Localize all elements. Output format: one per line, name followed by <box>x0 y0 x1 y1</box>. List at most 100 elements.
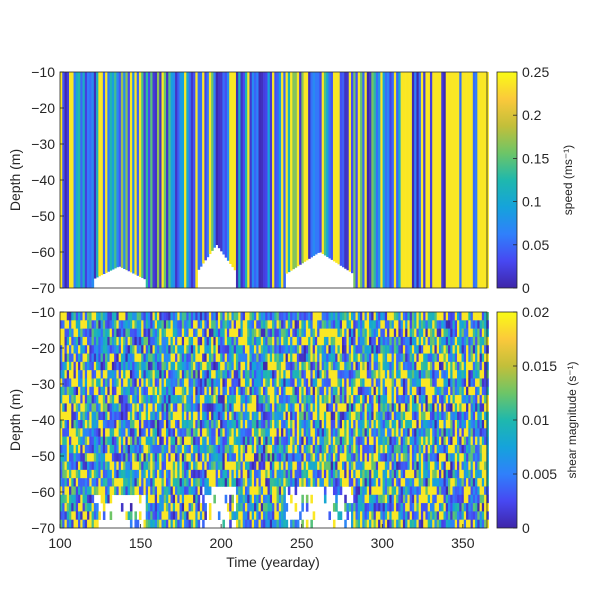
heatmap-cell <box>484 378 487 388</box>
heatmap-cell <box>283 345 286 354</box>
heatmap-cell <box>265 403 268 412</box>
heatmap-cell <box>190 478 194 487</box>
heatmap-cell <box>371 336 374 346</box>
heatmap-cell <box>226 461 230 471</box>
heatmap-cell <box>441 503 444 512</box>
heatmap-cell <box>443 361 447 371</box>
heatmap-cell <box>231 320 235 329</box>
heatmap-cell <box>64 345 68 354</box>
heatmap-cell <box>184 353 187 363</box>
heatmap-cell <box>384 469 388 479</box>
heatmap-cell <box>166 345 169 354</box>
heatmap-cell <box>321 336 325 346</box>
heatmap-cell <box>186 386 189 396</box>
heatmap-cell <box>172 312 176 321</box>
heatmap-cell <box>375 519 379 529</box>
heatmap-cell <box>443 461 447 471</box>
heatmap-cell <box>362 494 365 504</box>
heatmap-cell <box>335 378 338 388</box>
heatmap-cell <box>114 436 117 446</box>
heatmap-cell <box>477 72 480 289</box>
heatmap-cell <box>452 420 456 429</box>
heatmap-cell <box>80 486 83 496</box>
heatmap-cell <box>353 503 356 512</box>
heatmap-cell <box>328 444 332 454</box>
heatmap-cell <box>479 353 483 363</box>
heatmap-cell <box>475 503 478 512</box>
heatmap-cell <box>265 469 268 479</box>
heatmap-cell <box>434 436 438 446</box>
heatmap-cell <box>66 320 70 329</box>
heatmap-cell <box>326 420 329 429</box>
heatmap-cell <box>398 494 401 504</box>
heatmap-cell <box>335 436 338 446</box>
heatmap-cell <box>161 320 165 329</box>
heatmap-cell <box>123 461 126 471</box>
heatmap-cell <box>448 312 451 321</box>
heatmap-cell <box>258 403 262 412</box>
heatmap-cell <box>229 328 232 338</box>
heatmap-cell <box>391 478 395 487</box>
heatmap-cell <box>263 353 266 363</box>
heatmap-cell <box>111 469 115 479</box>
heatmap-cell <box>290 345 293 354</box>
heatmap-cell <box>186 511 189 520</box>
heatmap-cell <box>364 403 368 412</box>
heatmap-cell <box>310 428 313 437</box>
heatmap-cell <box>91 386 95 396</box>
heatmap-cell <box>217 336 221 346</box>
heatmap-cell <box>118 72 122 267</box>
heatmap-cell <box>362 361 365 371</box>
heatmap-cell <box>303 469 307 479</box>
heatmap-cell <box>380 386 383 396</box>
heatmap-cell <box>145 312 149 321</box>
heatmap-cell <box>263 420 266 429</box>
heatmap-cell <box>111 361 115 371</box>
heatmap-cell <box>127 345 131 354</box>
heatmap-cell <box>184 503 187 512</box>
heatmap-cell <box>114 486 117 496</box>
heatmap-cell <box>244 370 248 379</box>
heatmap-cell <box>220 395 223 404</box>
heatmap-cell <box>414 370 417 379</box>
heatmap-cell <box>247 353 250 363</box>
heatmap-cell <box>184 72 187 289</box>
heatmap-cell <box>145 444 149 454</box>
heatmap-cell <box>96 478 99 487</box>
heatmap-cell <box>477 519 480 529</box>
heatmap-cell <box>197 428 201 437</box>
heatmap-cell <box>141 461 144 471</box>
heatmap-cell <box>294 519 298 529</box>
heatmap-cell <box>287 361 291 371</box>
heatmap-cell <box>332 328 336 338</box>
heatmap-cell <box>136 336 140 346</box>
heatmap-cell <box>188 361 192 371</box>
heatmap-cell <box>102 503 106 512</box>
heatmap-cell <box>163 511 167 520</box>
heatmap-cell <box>62 453 65 462</box>
heatmap-cell <box>132 428 135 437</box>
heatmap-cell <box>240 312 244 321</box>
heatmap-cell <box>348 453 352 462</box>
heatmap-cell <box>360 511 363 520</box>
heatmap-cell <box>486 72 489 289</box>
heatmap-cell <box>96 411 99 421</box>
heatmap-cell <box>432 72 435 289</box>
heatmap-cell <box>66 428 70 437</box>
y-tick-label: −70 <box>31 520 55 536</box>
heatmap-cell <box>172 486 176 496</box>
heatmap-cell <box>238 336 241 346</box>
heatmap-cell <box>166 336 169 346</box>
heatmap-cell <box>292 378 295 388</box>
heatmap-cell <box>387 320 390 329</box>
heatmap-cell <box>360 486 363 496</box>
heatmap-cell <box>344 403 347 412</box>
heatmap-cell <box>60 361 63 371</box>
heatmap-cell <box>238 503 241 512</box>
heatmap-cell <box>405 469 408 479</box>
heatmap-cell <box>351 361 354 371</box>
heatmap-cell <box>337 453 341 462</box>
heatmap-cell <box>254 345 257 354</box>
heatmap-cell <box>217 411 221 421</box>
heatmap-cell <box>123 436 126 446</box>
